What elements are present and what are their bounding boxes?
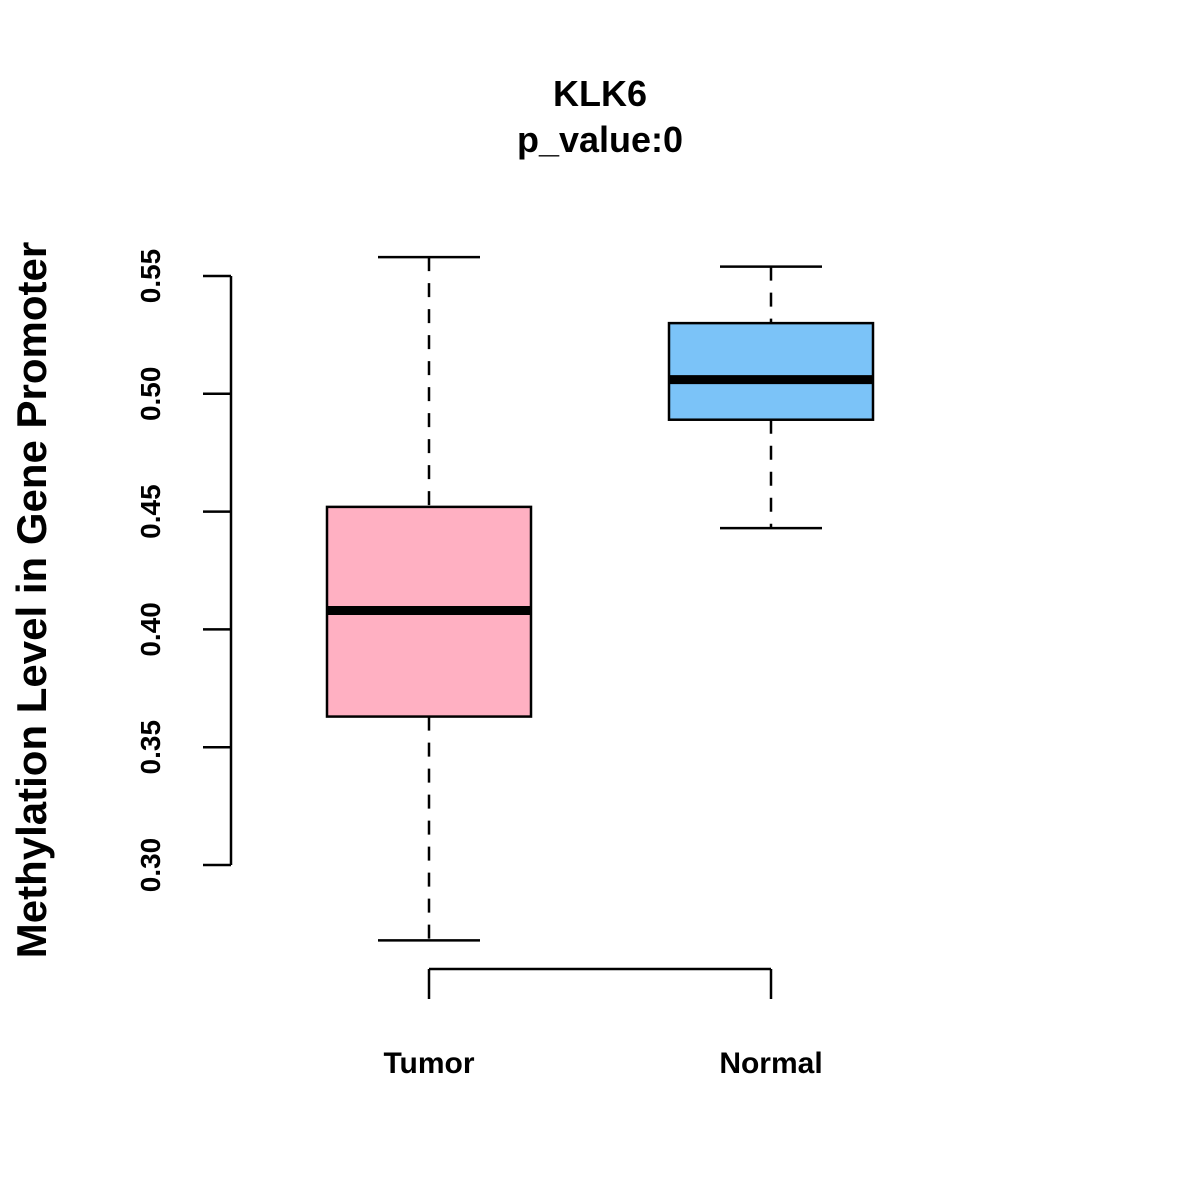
chart-subtitle: p_value:0 — [517, 119, 683, 160]
y-tick-label: 0.50 — [135, 367, 166, 422]
x-tick-label-tumor: Tumor — [383, 1047, 474, 1080]
y-tick-label: 0.35 — [135, 720, 166, 775]
iqr-box — [667, 321, 875, 421]
box-normal — [667, 265, 875, 530]
y-tick-label: 0.55 — [135, 249, 166, 304]
y-tick-label: 0.30 — [135, 838, 166, 893]
y-tick-label: 0.45 — [135, 484, 166, 538]
y-tick-label: 0.40 — [135, 602, 166, 657]
y-axis: 0.30 0.35 0.40 0.45 0.50 0.55 — [135, 249, 233, 893]
chart-title: KLK6 — [553, 73, 647, 114]
x-tick-label-normal: Normal — [719, 1047, 822, 1080]
y-axis-label: Methylation Level in Gene Promoter — [8, 242, 55, 958]
boxes-group — [325, 255, 875, 942]
box-tumor — [325, 255, 533, 942]
x-axis: Tumor Normal — [383, 967, 823, 1080]
